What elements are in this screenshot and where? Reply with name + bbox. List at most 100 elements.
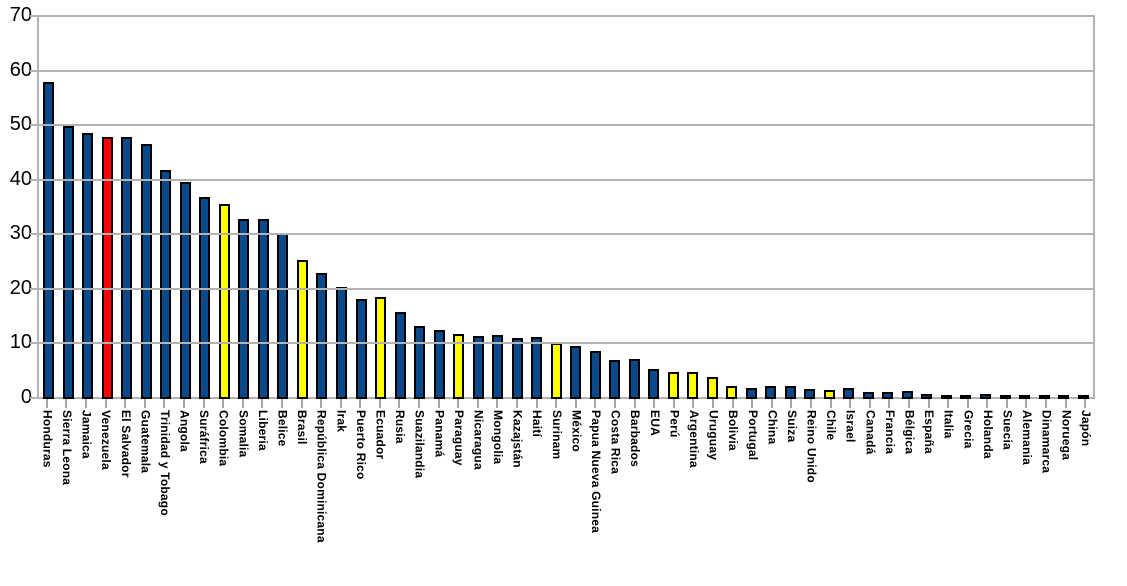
x-axis-tick (731, 399, 734, 408)
x-tick-slot (821, 399, 841, 408)
x-tick-slot (899, 399, 919, 408)
x-label-slot: Alemania (1017, 410, 1037, 465)
x-axis-tick (222, 399, 225, 408)
x-axis-tick (261, 399, 264, 408)
bar-slot (137, 144, 157, 399)
bar-slot (488, 335, 508, 399)
x-axis-label: Papua Nueva Guinea (589, 410, 604, 533)
x-tick-slot (135, 399, 155, 408)
x-axis-label: Noruega (1059, 410, 1074, 461)
bar-slot (410, 326, 430, 399)
x-axis-labels: Honduras Sierra Leona Jamaica Venezuela El S… (37, 410, 1095, 543)
x-label-slot: Belice (272, 410, 292, 447)
bar-noruega (1058, 395, 1070, 399)
bar-canad- (862, 392, 874, 399)
x-label-slot: Irak (331, 410, 351, 432)
x-axis-tick (653, 399, 656, 408)
x-axis-label: Honduras (40, 410, 55, 468)
x-axis-tick (868, 399, 871, 408)
x-axis-tick (672, 399, 675, 408)
x-label-slot: Grecia (958, 410, 978, 449)
bar-rep-blica-dominicana (316, 273, 328, 399)
x-axis-tick (809, 399, 812, 408)
x-label-slot: Surinam (546, 410, 566, 459)
x-axis-label: México (569, 410, 584, 452)
x-tick-slot (919, 399, 939, 408)
x-axis-tick (202, 399, 205, 408)
x-tick-slot (390, 399, 410, 408)
x-label-slot: Chile (821, 410, 841, 440)
bar-reino-unido (804, 389, 816, 399)
x-axis-label: Puerto Rico (353, 410, 368, 480)
x-label-slot: Liberia (253, 410, 273, 451)
x-tick-slot (194, 399, 214, 408)
bar-trinidad-y-tobago (160, 170, 172, 399)
x-axis-tick (163, 399, 166, 408)
x-axis-label: Suiza (784, 410, 799, 443)
bar-slot (215, 204, 235, 399)
bar-slot (312, 273, 332, 399)
bar-slot (644, 369, 664, 399)
bar-slot (800, 389, 820, 399)
x-axis-label: Ecuador (373, 410, 388, 460)
bar-slot (956, 395, 976, 399)
bar-slot (293, 260, 313, 399)
x-axis-label: Trinidad y Tobago (157, 410, 172, 516)
bar-sur-frica (199, 197, 211, 399)
x-axis-label: Reino Unido (804, 410, 819, 483)
x-axis-label: Sierra Leona (59, 410, 74, 486)
bar-slot (1015, 395, 1035, 399)
x-label-slot: España (919, 410, 939, 454)
x-tick-slot (782, 399, 802, 408)
x-axis-tick (182, 399, 185, 408)
bar-slot (624, 359, 644, 399)
y-axis-label: 20 (9, 277, 32, 299)
x-label-slot: Jamaica (76, 410, 96, 459)
bar-venezuela (101, 137, 113, 399)
bar-slot (98, 137, 118, 399)
x-axis-tick (45, 399, 48, 408)
gridline (39, 70, 1093, 72)
plot-area (30, 15, 1095, 399)
x-axis-tick (359, 399, 362, 408)
x-axis-label: Bolivia (726, 410, 741, 451)
x-axis-tick (692, 399, 695, 408)
x-label-slot: Brasil (292, 410, 312, 445)
bars-container (39, 15, 1093, 399)
x-axis-tick (516, 399, 519, 408)
bar-suazilandia (414, 326, 426, 399)
x-tick-slot (174, 399, 194, 408)
bar-slot (722, 386, 742, 399)
x-tick-slot (233, 399, 253, 408)
gridline (39, 288, 1093, 290)
bar-slot (371, 297, 391, 399)
bar-slot (1034, 395, 1054, 399)
bar-slot (605, 360, 625, 399)
x-label-slot: Bolivia (723, 410, 743, 451)
bar-chile (823, 390, 835, 399)
x-tick-slot (997, 399, 1017, 408)
bar-barbados (628, 359, 640, 399)
x-tick-slot (96, 399, 116, 408)
x-axis-label: EUA (647, 410, 662, 436)
x-tick-slot (351, 399, 371, 408)
x-label-slot: Portugal (742, 410, 762, 460)
y-axis-tick (30, 179, 38, 181)
x-tick-slot (703, 399, 723, 408)
x-axis-label: Dinamarca (1039, 410, 1054, 474)
x-label-slot: Costa Rica (605, 410, 625, 474)
x-axis-label: Holanda (980, 410, 995, 459)
bar-somalia (238, 219, 250, 399)
x-label-slot: Francia (880, 410, 900, 454)
x-axis-tick (339, 399, 342, 408)
bar-slot (234, 219, 254, 399)
bar-israel (843, 388, 855, 399)
x-tick-slot (860, 399, 880, 408)
bar-mongolia (492, 335, 504, 399)
x-axis-tick (966, 399, 969, 408)
x-tick-slot (840, 399, 860, 408)
x-label-slot: Argentina (684, 410, 704, 468)
x-axis-label: Portugal (745, 410, 760, 461)
x-tick-slot (292, 399, 312, 408)
x-tick-slot (801, 399, 821, 408)
